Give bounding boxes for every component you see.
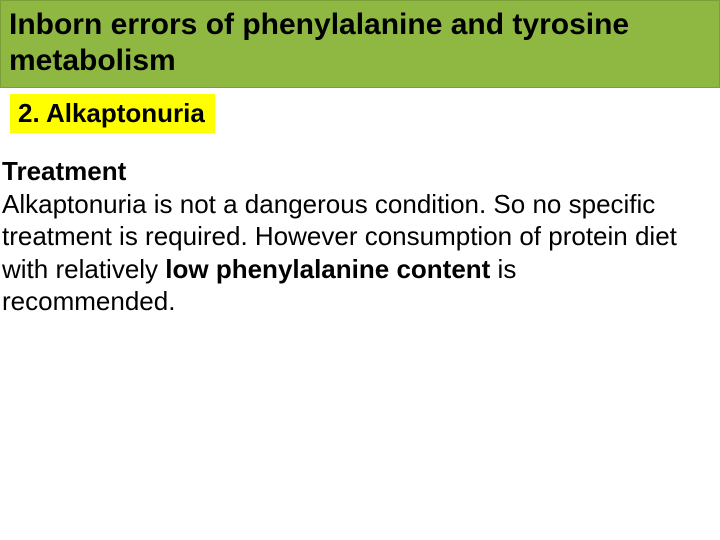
body-bold-phrase: low phenylalanine content [165, 254, 490, 284]
body-paragraph: Alkaptonuria is not a dangerous conditio… [2, 188, 714, 318]
body-heading: Treatment [2, 155, 714, 188]
slide-title: Inborn errors of phenylalanine and tyros… [9, 7, 711, 79]
body-section: Treatment Alkaptonuria is not a dangerou… [0, 155, 720, 318]
title-banner: Inborn errors of phenylalanine and tyros… [0, 0, 720, 88]
slide-subtitle: 2. Alkaptonuria [18, 98, 205, 128]
subtitle-box: 2. Alkaptonuria [10, 94, 215, 133]
